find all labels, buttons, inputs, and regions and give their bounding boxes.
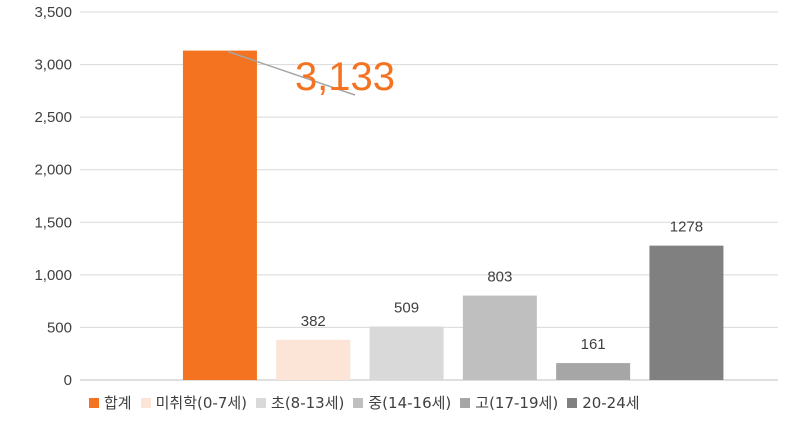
legend-label: 중(14-16세) [368, 394, 452, 412]
legend-swatch [89, 397, 99, 408]
y-axis: 0 500 1,000 1,500 2,000 2,500 3,000 3,500 [34, 4, 72, 389]
bar [276, 339, 351, 380]
bar [462, 295, 537, 380]
y-tick-label: 3,000 [34, 57, 72, 74]
legend-swatch [460, 397, 471, 408]
y-tick-label: 1,500 [34, 214, 72, 231]
legend-item: 초(8-13세) [256, 392, 344, 413]
y-tick-label: 0 [64, 372, 72, 389]
bar [649, 245, 724, 380]
legend-item: 20-24세 [567, 392, 640, 413]
legend-swatch [256, 397, 267, 408]
data-label: 509 [394, 299, 419, 316]
data-labels: 382 509 803 161 1278 [301, 219, 703, 353]
legend-label: 합계 [104, 394, 132, 412]
legend-label: 20-24세 [582, 394, 640, 412]
legend-label: 미취학(0-7세) [155, 394, 248, 412]
bar [182, 50, 257, 380]
legend-label: 고(17-19세) [475, 394, 559, 412]
legend-swatch [567, 397, 578, 408]
y-tick-label: 2,500 [34, 109, 72, 126]
data-label: 161 [581, 336, 606, 353]
legend-item: 중(14-16세) [353, 392, 451, 413]
total-callout: 3,133 [227, 50, 395, 99]
data-label: 382 [301, 313, 326, 330]
data-label: 803 [487, 269, 512, 286]
total-data-label: 3,133 [295, 55, 395, 99]
legend-label: 초(8-13세) [271, 394, 345, 412]
bar [369, 326, 444, 380]
bar [556, 363, 631, 380]
legend-swatch [353, 397, 364, 408]
legend-item: 합계 [89, 392, 132, 413]
legend-item: 고(17-19세) [460, 392, 558, 413]
bars [182, 50, 724, 380]
legend-item: 미취학(0-7세) [140, 392, 248, 413]
legend-swatch [140, 397, 151, 408]
y-tick-label: 500 [47, 319, 72, 336]
y-tick-label: 2,000 [34, 162, 72, 179]
y-tick-label: 1,000 [34, 267, 72, 284]
callout-leader-line [227, 50, 356, 96]
legend: 합계 미취학(0-7세) 초(8-13세) 중(14-16세) 고(17-19세) 20-… [89, 392, 649, 413]
y-tick-label: 3,500 [34, 4, 72, 21]
data-label: 1278 [670, 219, 703, 236]
